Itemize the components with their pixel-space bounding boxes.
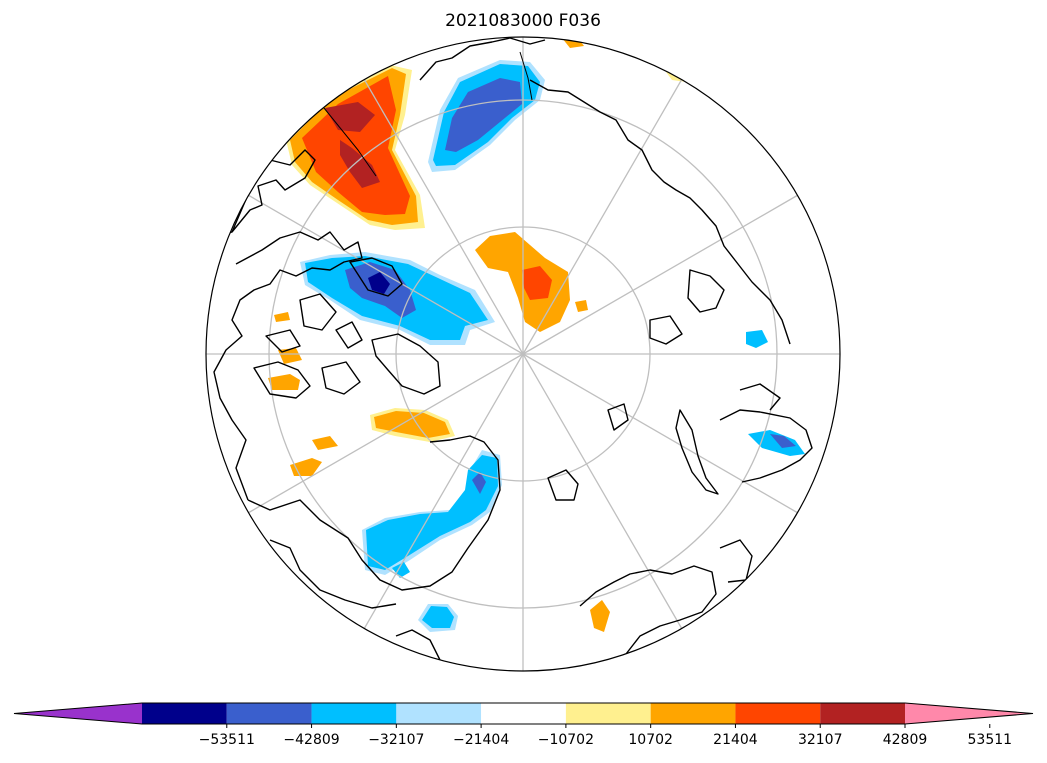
colorbar-swatch [226,703,312,724]
cold-anomaly-region [366,455,498,570]
coastline [579,565,717,667]
coastline [675,409,719,495]
colorbar-tick-label: −21404 [453,732,509,748]
coastline [547,469,579,501]
cold-anomaly-region [746,330,768,348]
coastline [335,321,363,349]
coastline [719,539,753,583]
cold-anomaly-region [422,606,454,628]
warm-anomaly-region [278,348,302,364]
colorbar-extend-max [905,703,1033,724]
coastline [247,435,501,591]
map-content [206,37,840,671]
coastline [395,629,441,661]
warm-anomaly-region [268,374,300,390]
colorbar-swatch [311,703,397,724]
meridian-line [247,353,524,514]
meridian-line [247,194,524,355]
colorbar-extend-min [14,703,142,724]
coastline [739,383,781,411]
meridian-line [522,353,683,630]
graticule [206,37,840,671]
coastline [213,231,363,501]
coastlines [206,37,813,667]
coastline [269,539,397,609]
cold-anomaly-region [392,562,410,578]
colorbar-swatch [650,703,736,724]
border-line [323,107,377,177]
cold-anomaly-region [368,272,390,294]
warm-anomaly-region [312,436,338,450]
cold-anomaly-region [472,472,486,494]
coastline [607,403,629,431]
map-boundary [205,36,841,672]
coastline [299,293,337,331]
map-title: 2021083000 F036 [445,11,601,31]
colorbar-swatch [820,703,905,724]
coastline [419,37,546,81]
colorbar-tick-label: −32107 [368,732,424,748]
colorbar-tick-label: 32107 [798,732,843,748]
warm-anomaly-region [274,312,290,322]
anomaly-fields [268,38,805,632]
colorbar-tick-label: 42809 [883,732,928,748]
colorbar-swatch [565,703,651,724]
coastline [649,315,683,345]
warm-anomaly-region [575,300,588,312]
coastline [253,361,311,399]
coastline [265,329,301,353]
colorbar-tick-label: −53511 [199,732,255,748]
colorbar-outline [13,702,1034,725]
meridian-line [363,353,524,630]
cold-anomaly-region [770,434,796,448]
colorbar-swatch [481,703,566,724]
colorbar-tick-label: −10702 [538,732,594,748]
coastline [349,257,403,297]
meridian-line [522,353,799,514]
coastline [529,79,791,345]
warm-anomaly-region [522,266,552,300]
colorbar-tick-label: 21404 [713,732,758,748]
colorbar-swatch [142,703,227,724]
colorbar-tick-label: 10702 [628,732,673,748]
warm-anomaly-region [590,600,610,632]
colorbar-tick-label: −42809 [283,732,339,748]
warm-anomaly-region [340,140,380,188]
cold-anomaly-region [748,430,805,456]
cold-anomaly-region [445,78,522,152]
coastline [321,361,361,395]
colorbar: −53511 −42809 −32107 −21404 −10702 10702 21404… [13,702,1034,748]
colorbar-tick-label: 53511 [968,732,1013,748]
colorbar-swatch [735,703,821,724]
meridian-line [522,78,683,355]
coastline [719,409,813,483]
colorbar-swatch [396,703,482,724]
coastline [687,269,725,313]
warm-anomaly-region [374,411,450,438]
border-line [519,51,533,101]
coastline [206,149,316,241]
coastline [371,333,441,395]
meridian-line [522,194,799,355]
meridian-line [363,78,524,355]
